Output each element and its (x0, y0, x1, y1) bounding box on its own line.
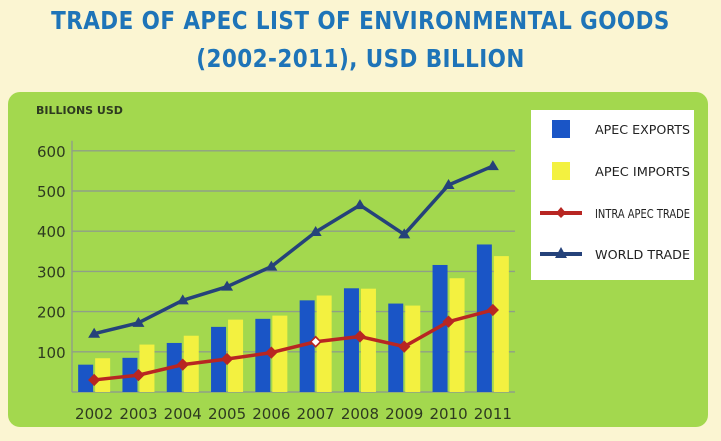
x-tick-label: 2011 (474, 405, 512, 423)
bar-apec-exports (476, 244, 492, 392)
bar-apec-exports (388, 303, 404, 392)
bar-apec-exports (78, 364, 94, 392)
bar-apec-imports (95, 358, 111, 392)
point-world-trade (221, 280, 234, 291)
point-world-trade (132, 316, 145, 327)
bar-apec-imports (316, 295, 332, 392)
point-intra-apec-trade (486, 303, 499, 317)
y-tick-label: 500 (37, 183, 66, 201)
bar-apec-imports (449, 278, 465, 392)
point-intra-apec-trade (309, 335, 322, 348)
y-axis-label: BILLIONS USD (36, 104, 123, 117)
point-intra-apec-trade (132, 368, 145, 382)
point-intra-apec-trade (176, 358, 189, 371)
bar-apec-imports (405, 305, 421, 392)
point-world-trade (176, 294, 189, 305)
point-intra-apec-trade (265, 346, 278, 359)
point-intra-apec-trade (220, 352, 234, 366)
y-tick-label: 100 (37, 344, 66, 362)
point-world-trade (398, 228, 411, 239)
point-world-trade (486, 160, 499, 171)
point-intra-apec-trade (88, 373, 101, 387)
line-series (88, 160, 499, 387)
point-world-trade (309, 226, 322, 237)
point-intra-apec-trade (442, 315, 455, 328)
bar-apec-exports (343, 288, 359, 392)
legend-swatch-apec-exports (552, 120, 570, 138)
bar-apec-exports (299, 300, 315, 392)
legend: APEC EXPORTS APEC IMPORTS INTRA APEC TRADE… (531, 110, 694, 280)
legend-label-apec-imports: APEC IMPORTS (595, 164, 690, 179)
x-tick-label: 2004 (164, 405, 202, 423)
x-tick-label: 2003 (119, 405, 157, 423)
x-tick-label: 2005 (208, 405, 246, 423)
point-world-trade (353, 199, 366, 210)
y-axis-ticks: 100 200 300 400 500 600 (37, 143, 66, 362)
bar-apec-imports (272, 315, 288, 392)
legend-marker-intra-apec-trade (556, 207, 566, 218)
x-axis-ticks: 2002 2003 2004 2005 2006 2007 2008 2009 2010 2011 (75, 405, 512, 423)
x-tick-label: 2010 (429, 405, 467, 423)
y-tick-label: 300 (37, 263, 66, 281)
chart-title-line-1: TRADE OF APEC LIST OF ENVIRONMENTAL GOOD… (51, 6, 670, 35)
point-world-trade (442, 178, 455, 189)
legend-marker-world-trade (555, 247, 567, 258)
line-intra-apec-trade (93, 308, 494, 382)
bar-apec-imports (228, 319, 244, 392)
x-tick-label: 2009 (385, 405, 423, 423)
x-tick-label: 2008 (341, 405, 379, 423)
chart-title-line-2: (2002-2011), USD BILLION (196, 44, 525, 73)
y-tick-label: 600 (37, 143, 66, 161)
point-intra-apec-trade (398, 340, 411, 353)
y-tick-label: 400 (37, 223, 66, 241)
point-world-trade (265, 260, 278, 271)
y-tick-label: 200 (37, 304, 66, 322)
x-tick-label: 2002 (75, 405, 113, 423)
line-world-trade (93, 164, 494, 336)
bar-series (78, 244, 509, 392)
bar-apec-imports (139, 344, 155, 392)
bar-apec-imports (493, 256, 509, 392)
x-tick-label: 2007 (297, 405, 335, 423)
bar-apec-exports (432, 264, 448, 392)
legend-box (531, 110, 694, 280)
point-intra-apec-trade (353, 330, 367, 343)
legend-label-world-trade: WORLD TRADE (595, 247, 690, 262)
legend-label-apec-exports: APEC EXPORTS (595, 122, 690, 137)
x-tick-label: 2006 (252, 405, 290, 423)
legend-label-intra-apec-trade: INTRA APEC TRADE (595, 206, 690, 221)
bar-apec-imports (360, 288, 376, 392)
legend-swatch-apec-imports (552, 162, 570, 180)
point-world-trade (88, 327, 101, 338)
